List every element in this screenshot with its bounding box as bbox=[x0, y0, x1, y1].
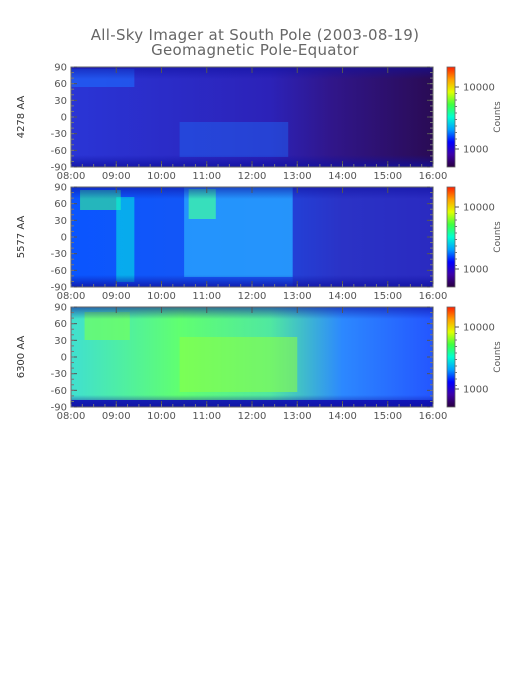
panel-1-shade bbox=[71, 67, 433, 167]
y-tick-label: 0 bbox=[61, 353, 67, 364]
x-tick-label: 12:00 bbox=[238, 171, 267, 182]
y-tick-label: 0 bbox=[61, 233, 67, 244]
y-tick-label: 30 bbox=[54, 216, 67, 227]
x-tick-label: 11:00 bbox=[192, 291, 221, 302]
colorbar-tick-label: 10000 bbox=[463, 323, 495, 334]
x-tick-label: 08:00 bbox=[57, 291, 86, 302]
y-tick-label: 90 bbox=[54, 303, 67, 314]
x-tick-label: 15:00 bbox=[373, 411, 402, 422]
colorbar-label: Counts bbox=[493, 341, 503, 373]
y-tick-label: -90 bbox=[51, 283, 67, 294]
colorbar-tick-label: 1000 bbox=[463, 145, 488, 156]
colorbar-3 bbox=[446, 306, 456, 408]
x-tick-label: 13:00 bbox=[283, 291, 312, 302]
x-tick-label: 14:00 bbox=[328, 291, 357, 302]
y-tick-label: 30 bbox=[54, 336, 67, 347]
x-tick-label: 09:00 bbox=[102, 291, 131, 302]
x-tick-label: 10:00 bbox=[147, 411, 176, 422]
colorbar-label: Counts bbox=[493, 101, 503, 133]
panel-3-ylabel: 6300 AA bbox=[16, 336, 27, 379]
y-tick-label: 60 bbox=[54, 199, 67, 210]
panel-2-ylabel: 5577 AA bbox=[16, 216, 27, 259]
colorbar-label: Counts bbox=[493, 221, 503, 253]
panel-1-ylabel: 4278 AA bbox=[16, 96, 27, 139]
colorbar-tick-label: 10000 bbox=[463, 83, 495, 94]
y-tick-label: 60 bbox=[54, 319, 67, 330]
x-tick-label: 11:00 bbox=[192, 171, 221, 182]
colorbar-2 bbox=[446, 186, 456, 288]
x-tick-label: 14:00 bbox=[328, 411, 357, 422]
x-tick-label: 16:00 bbox=[419, 411, 448, 422]
y-tick-label: -30 bbox=[51, 129, 67, 140]
y-tick-label: 30 bbox=[54, 96, 67, 107]
colorbar-1 bbox=[446, 66, 456, 168]
chart-title: All-Sky Imager at South Pole (2003-08-19… bbox=[90, 26, 420, 44]
x-tick-label: 08:00 bbox=[57, 411, 86, 422]
x-tick-label: 14:00 bbox=[328, 171, 357, 182]
y-tick-label: -90 bbox=[51, 163, 67, 174]
colorbar-tick-label: 1000 bbox=[463, 265, 488, 276]
y-tick-label: 90 bbox=[54, 183, 67, 194]
x-tick-label: 15:00 bbox=[373, 291, 402, 302]
x-tick-label: 08:00 bbox=[57, 171, 86, 182]
y-tick-label: -90 bbox=[51, 403, 67, 414]
x-tick-label: 09:00 bbox=[102, 171, 131, 182]
x-tick-label: 12:00 bbox=[238, 411, 267, 422]
y-tick-label: 90 bbox=[54, 63, 67, 74]
x-tick-label: 09:00 bbox=[102, 411, 131, 422]
x-tick-label: 16:00 bbox=[419, 291, 448, 302]
panel-2-shade bbox=[71, 187, 433, 287]
y-tick-label: -60 bbox=[51, 386, 67, 397]
colorbar-tick-label: 1000 bbox=[463, 385, 488, 396]
panel-3-shade bbox=[71, 307, 433, 407]
x-tick-label: 15:00 bbox=[373, 171, 402, 182]
y-tick-label: -30 bbox=[51, 369, 67, 380]
x-tick-label: 12:00 bbox=[238, 291, 267, 302]
x-tick-label: 13:00 bbox=[283, 171, 312, 182]
x-tick-label: 10:00 bbox=[147, 171, 176, 182]
y-tick-label: -30 bbox=[51, 249, 67, 260]
x-tick-label: 16:00 bbox=[419, 171, 448, 182]
y-tick-label: 0 bbox=[61, 113, 67, 124]
x-tick-label: 13:00 bbox=[283, 411, 312, 422]
colorbar-tick-label: 10000 bbox=[463, 203, 495, 214]
y-tick-label: 60 bbox=[54, 79, 67, 90]
x-tick-label: 10:00 bbox=[147, 291, 176, 302]
y-tick-label: -60 bbox=[51, 146, 67, 157]
x-tick-label: 11:00 bbox=[192, 411, 221, 422]
chart-subtitle: Geomagnetic Pole-Equator bbox=[151, 41, 359, 59]
y-tick-label: -60 bbox=[51, 266, 67, 277]
